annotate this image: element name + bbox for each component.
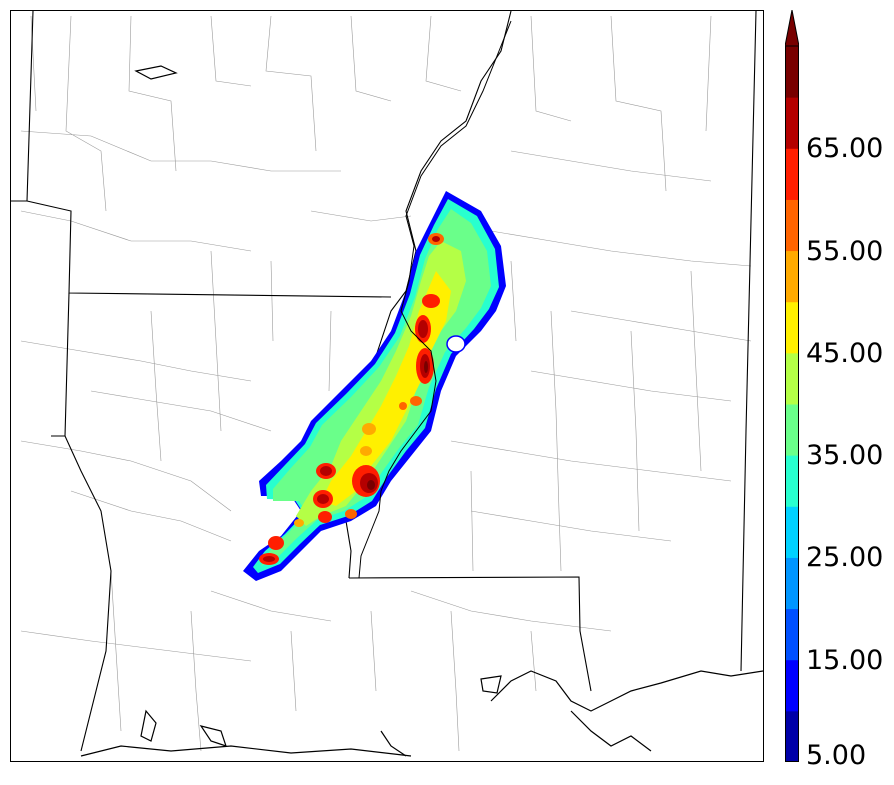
- coastline: [80, 65, 763, 757]
- river-line: [358, 20, 512, 579]
- colorbar-band: [785, 352, 799, 405]
- colorbar-band: [785, 506, 799, 558]
- colorbar-band: [785, 557, 799, 610]
- colorbar-tick-label: 15.00: [806, 644, 884, 676]
- colorbar-band: [785, 301, 799, 354]
- colorbar-tick-label: 35.00: [806, 440, 884, 472]
- colorbar-frame: [785, 45, 799, 762]
- colorbar-band: [785, 455, 799, 507]
- colorbar-band: [785, 199, 799, 252]
- colorbar-band: [785, 404, 799, 456]
- colorbar-band: [785, 608, 799, 661]
- colorbar-band: [785, 250, 799, 303]
- colorbar-tick-label: 65.00: [806, 133, 884, 165]
- colorbar-band: [785, 148, 799, 200]
- county-borders: [20, 15, 752, 752]
- colorbar-band: [785, 46, 799, 98]
- map-panel: [10, 10, 764, 762]
- map-canvas: [11, 11, 763, 757]
- intense-cells: [259, 233, 444, 565]
- colorbar-band: [785, 710, 799, 762]
- colorbar-tick-label: 55.00: [806, 235, 884, 267]
- colorbar-band: [785, 659, 799, 712]
- colorbar-tick-label: 5.00: [806, 740, 867, 771]
- colorbar-tick-label: 25.00: [806, 542, 884, 574]
- colorbar-band: [785, 97, 799, 149]
- colorbar: [785, 10, 799, 762]
- colorbar-extend-arrow: [785, 10, 799, 47]
- reflectivity-swath: [243, 191, 506, 581]
- colorbar-tick-label: 45.00: [806, 337, 884, 369]
